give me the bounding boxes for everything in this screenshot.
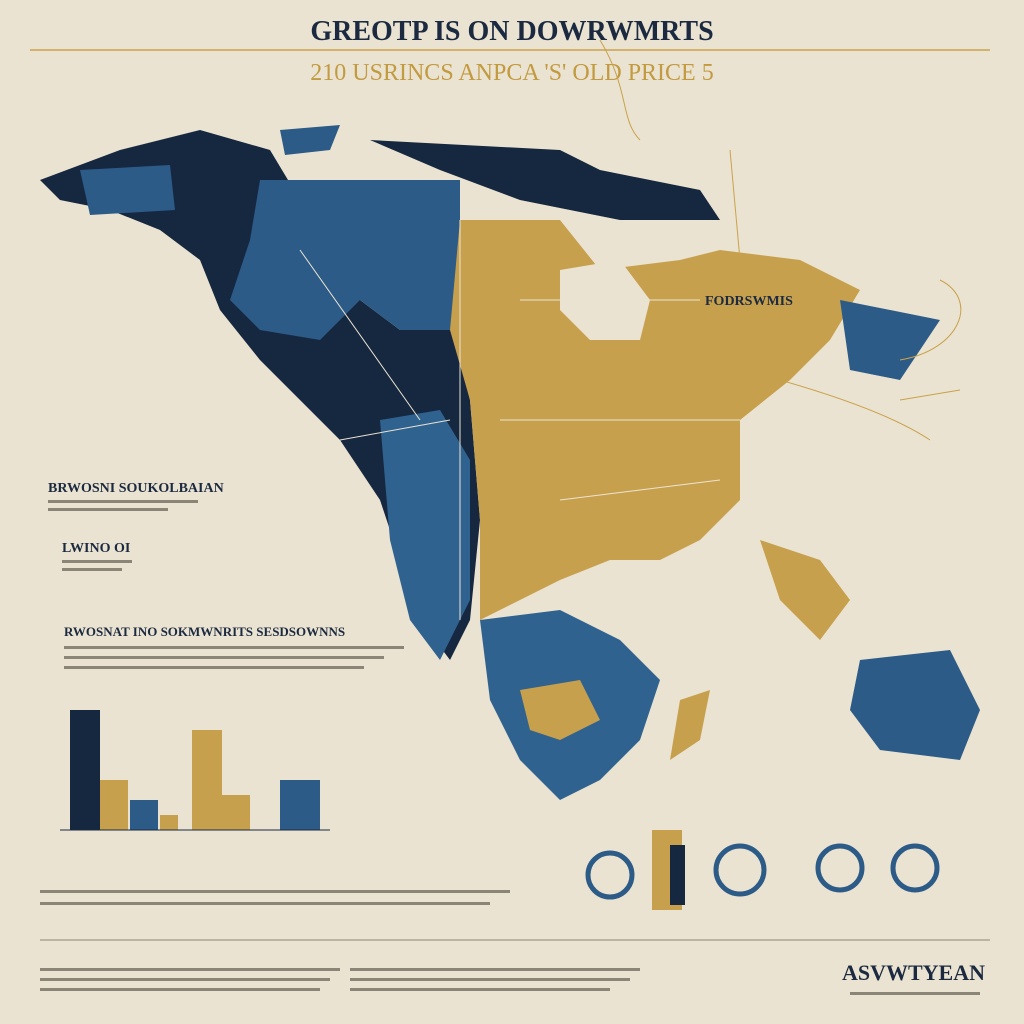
map-region-blue [230, 180, 460, 340]
label: FODRSWMIS [705, 294, 793, 309]
bar-graphic [60, 710, 330, 831]
label: RWOSNAT INO SOKMWNRITS SESDSOWNNS [64, 624, 345, 639]
map-region-gold [520, 680, 600, 740]
brand: ASVWTYEAN [842, 960, 985, 985]
title: GREOTP IS ON DOWRWMRTS [310, 16, 713, 47]
map-region-blue [840, 300, 940, 380]
map-region-blue [380, 410, 470, 660]
map-region-gold [670, 690, 710, 760]
map-region-gold [760, 540, 850, 640]
map-island [280, 125, 340, 155]
map-australia [850, 650, 980, 760]
connector-lines [599, 39, 962, 441]
map-region-blue [80, 165, 175, 215]
label: BRWOSNI SOUKOLBAIAN [48, 481, 224, 496]
label: LWINO OI [62, 541, 130, 556]
map-islands [370, 140, 720, 220]
icons [585, 830, 940, 910]
text-lines [40, 500, 980, 995]
borders [299, 220, 740, 620]
subtitle: 210 USRINCS ANPCA 'S' OLD PRICE 5 [310, 60, 713, 86]
